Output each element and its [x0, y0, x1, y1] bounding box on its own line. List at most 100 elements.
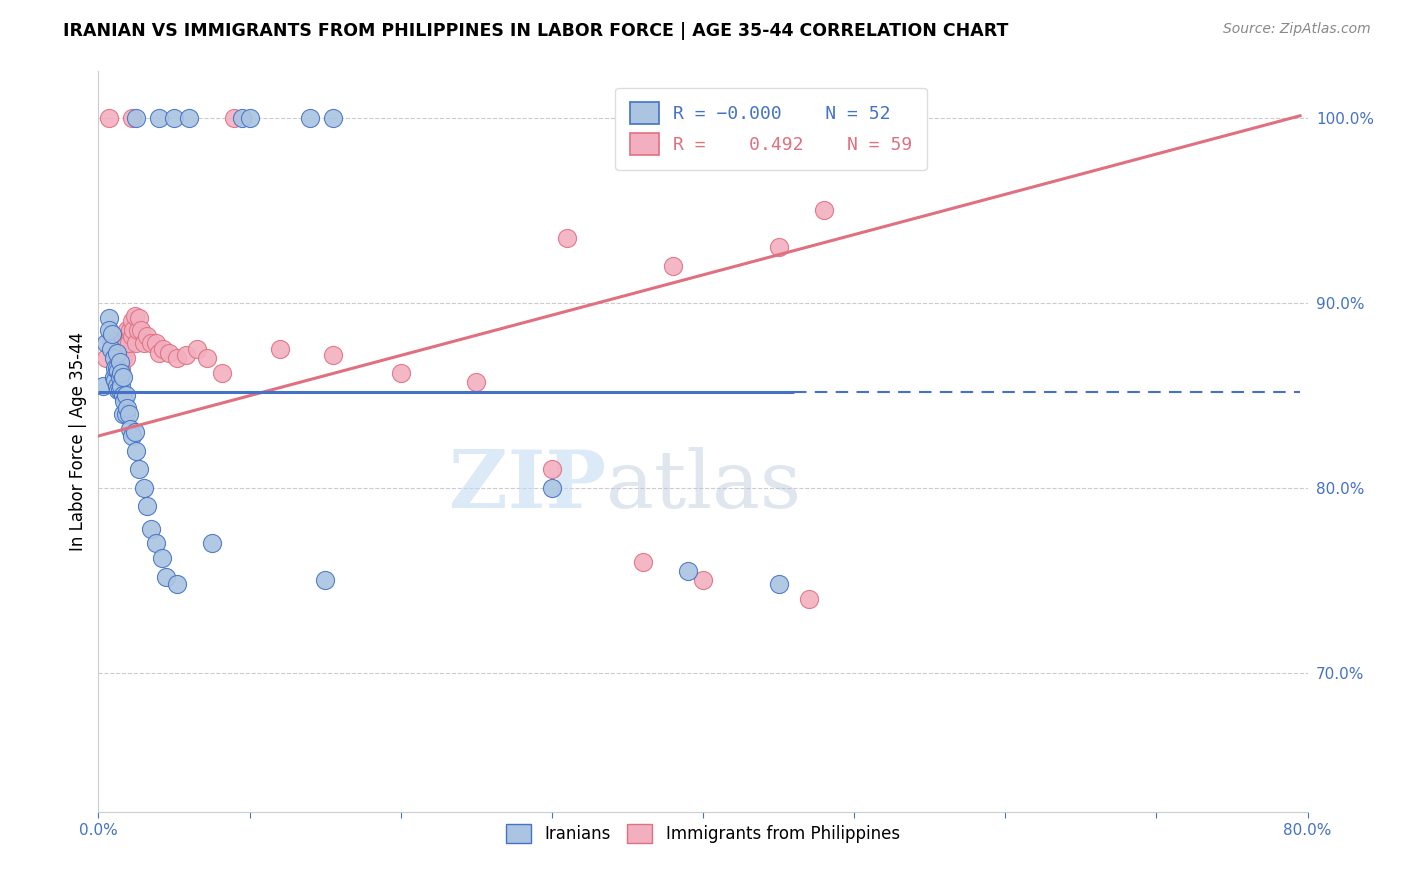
Point — [104, 374, 127, 388]
Point — [120, 421, 142, 435]
Point — [112, 393, 135, 408]
Point — [98, 323, 121, 337]
Y-axis label: In Labor Force | Age 35-44: In Labor Force | Age 35-44 — [69, 332, 87, 551]
Point — [122, 323, 145, 337]
Point — [723, 111, 745, 125]
Point — [115, 323, 138, 337]
Point — [98, 111, 121, 125]
Point — [314, 574, 336, 588]
Point — [813, 203, 835, 218]
Point — [692, 574, 714, 588]
Point — [231, 111, 253, 125]
Point — [111, 351, 134, 366]
Point — [152, 342, 174, 356]
Point — [100, 333, 122, 347]
Point — [121, 429, 143, 443]
Point — [121, 111, 143, 125]
Point — [111, 407, 134, 421]
Point — [540, 481, 562, 495]
Point — [111, 388, 134, 402]
Point — [103, 351, 125, 366]
Point — [121, 329, 143, 343]
Point — [91, 379, 114, 393]
Point — [121, 314, 143, 328]
Point — [129, 323, 152, 337]
Text: IRANIAN VS IMMIGRANTS FROM PHILIPPINES IN LABOR FORCE | AGE 35-44 CORRELATION CH: IRANIAN VS IMMIGRANTS FROM PHILIPPINES I… — [63, 22, 1008, 40]
Point — [186, 342, 208, 356]
Point — [118, 407, 141, 421]
Point — [100, 342, 122, 356]
Point — [118, 336, 141, 351]
Point — [166, 577, 188, 591]
Point — [103, 369, 125, 384]
Text: atlas: atlas — [606, 447, 801, 525]
Point — [105, 379, 128, 393]
Point — [813, 111, 835, 125]
Point — [128, 310, 150, 325]
Point — [101, 327, 124, 342]
Point — [768, 240, 790, 254]
Point — [105, 360, 128, 375]
Point — [145, 336, 167, 351]
Point — [150, 551, 173, 566]
Point — [108, 355, 131, 369]
Point — [108, 383, 131, 397]
Point — [108, 342, 131, 356]
Point — [179, 111, 201, 125]
Point — [211, 366, 233, 380]
Point — [94, 336, 117, 351]
Point — [128, 462, 150, 476]
Point — [110, 360, 132, 375]
Point — [111, 336, 134, 351]
Point — [103, 336, 125, 351]
Point — [174, 347, 197, 361]
Point — [127, 323, 149, 337]
Point — [114, 351, 136, 366]
Point — [115, 401, 138, 416]
Point — [135, 329, 157, 343]
Point — [132, 336, 155, 351]
Point — [107, 383, 129, 397]
Point — [111, 369, 134, 384]
Point — [195, 351, 218, 366]
Point — [124, 309, 146, 323]
Point — [114, 407, 136, 421]
Point — [540, 462, 562, 476]
Point — [141, 522, 163, 536]
Legend: Iranians, Immigrants from Philippines: Iranians, Immigrants from Philippines — [498, 815, 908, 852]
Point — [114, 388, 136, 402]
Point — [112, 342, 135, 356]
Point — [107, 364, 129, 378]
Point — [166, 351, 188, 366]
Point — [94, 351, 117, 366]
Point — [105, 351, 128, 366]
Point — [145, 536, 167, 550]
Point — [163, 111, 186, 125]
Point — [135, 500, 157, 514]
Point — [797, 591, 820, 606]
Point — [155, 569, 177, 583]
Point — [239, 111, 262, 125]
Point — [125, 111, 148, 125]
Point — [110, 366, 132, 380]
Point — [120, 323, 142, 337]
Text: ZIP: ZIP — [450, 447, 606, 525]
Point — [132, 481, 155, 495]
Point — [125, 443, 148, 458]
Point — [108, 369, 131, 384]
Point — [114, 336, 136, 351]
Point — [465, 376, 488, 390]
Point — [110, 379, 132, 393]
Point — [322, 111, 344, 125]
Point — [768, 577, 790, 591]
Point — [110, 345, 132, 359]
Point — [322, 347, 344, 361]
Point — [148, 111, 170, 125]
Point — [555, 231, 578, 245]
Text: Source: ZipAtlas.com: Source: ZipAtlas.com — [1223, 22, 1371, 37]
Point — [105, 345, 128, 359]
Point — [299, 111, 322, 125]
Point — [631, 555, 654, 569]
Point — [159, 345, 181, 359]
Point — [98, 310, 121, 325]
